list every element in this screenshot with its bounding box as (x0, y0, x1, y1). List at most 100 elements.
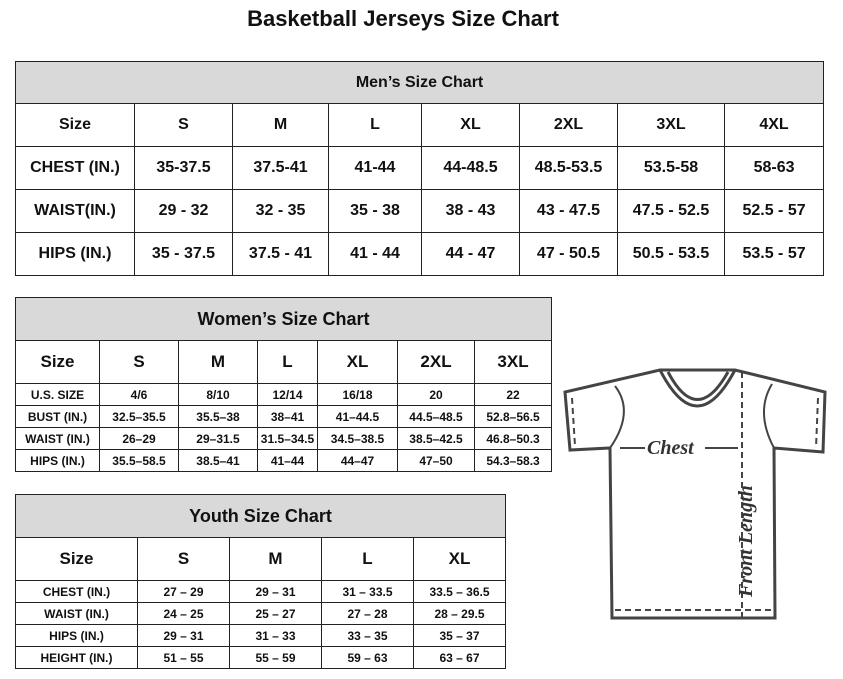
table-cell: 44–47 (317, 449, 398, 472)
table-row: Size S M L XL (15, 537, 507, 581)
row-label: Size (15, 537, 138, 581)
table-cell: 33 – 35 (321, 624, 414, 647)
table-cell: 26–29 (99, 427, 179, 450)
table-cell: 50.5 - 53.5 (617, 232, 725, 276)
table-cell: 24 – 25 (137, 602, 230, 625)
table-cell: 41-44 (328, 146, 422, 190)
table-cell: 44.5–48.5 (397, 405, 475, 428)
table-cell: 22 (473, 383, 553, 406)
table-title: Women’s Size Chart (14, 297, 553, 341)
table-cell: 29–31.5 (178, 427, 258, 450)
shirt-collar (658, 369, 737, 408)
table-row: HIPS (IN.) 29 – 31 31 – 33 33 – 35 35 – 37 (15, 624, 507, 647)
table-cell: 29 – 31 (137, 624, 230, 647)
table-cell: 47–50 (397, 449, 475, 472)
table-cell: 35-37.5 (134, 146, 233, 190)
table-cell: S (134, 103, 233, 147)
table-cell: 47 - 50.5 (519, 232, 618, 276)
table-title: Youth Size Chart (14, 494, 507, 538)
table-cell: 8/10 (178, 383, 258, 406)
row-label: CHEST (IN.) (15, 146, 135, 190)
table-row: WAIST (IN.) 26–29 29–31.5 31.5–34.5 34.5–38.… (15, 427, 553, 450)
table-cell: 35 – 37 (412, 624, 507, 647)
table-cell: M (229, 537, 322, 581)
table-cell: 32.5–35.5 (99, 405, 179, 428)
table-cell: S (99, 340, 179, 384)
youth-size-table: Youth Size Chart Size S M L XL CHEST (IN.) 27 … (14, 494, 507, 669)
table-cell: 63 – 67 (412, 646, 507, 669)
table-cell: 34.5–38.5 (317, 427, 398, 450)
table-cell: 44 - 47 (421, 232, 520, 276)
table-cell: 53.5 - 57 (723, 232, 825, 276)
table-cell: 41 - 44 (328, 232, 422, 276)
table-cell: 43 - 47.5 (519, 189, 618, 233)
table-cell: 48.5-53.5 (519, 146, 618, 190)
table-row: CHEST (IN.) 27 – 29 29 – 31 31 – 33.5 33.5 –… (15, 580, 507, 603)
table-cell: 27 – 28 (321, 602, 414, 625)
table-cell: 33.5 – 36.5 (412, 580, 507, 603)
table-cell: 35.5–58.5 (99, 449, 179, 472)
table-cell: 3XL (473, 340, 553, 384)
table-cell: 32 - 35 (232, 189, 329, 233)
row-label: WAIST (IN.) (15, 602, 138, 625)
chest-label: Chest (647, 437, 695, 459)
table-cell: 54.3–58.3 (473, 449, 553, 472)
table-cell: 31 – 33.5 (321, 580, 414, 603)
table-cell: 38.5–41 (178, 449, 258, 472)
table-cell: L (257, 340, 318, 384)
table-cell: 31 – 33 (229, 624, 322, 647)
page-title: Basketball Jerseys Size Chart (247, 6, 559, 31)
table-row: Size S M L XL 2XL 3XL (15, 340, 553, 384)
table-cell: 4/6 (99, 383, 179, 406)
table-cell: 41–44.5 (317, 405, 398, 428)
table-cell: 52.8–56.5 (473, 405, 553, 428)
table-cell: 37.5 - 41 (232, 232, 329, 276)
table-cell: 35.5–38 (178, 405, 258, 428)
table-cell: 52.5 - 57 (723, 189, 825, 233)
table-cell: 28 – 29.5 (412, 602, 507, 625)
table-cell: 35 - 37.5 (134, 232, 233, 276)
table-cell: XL (421, 103, 520, 147)
table-cell: 27 – 29 (137, 580, 230, 603)
row-label: HIPS (IN.) (15, 232, 135, 276)
mens-size-table: Men’s Size Chart Size S M L XL 2XL 3XL 4XL CHEST… (14, 61, 825, 276)
row-label: HIPS (IN.) (15, 449, 100, 472)
table-cell: 55 – 59 (229, 646, 322, 669)
table-row: BUST (IN.) 32.5–35.5 35.5–38 38–41 41–44.5 44… (15, 405, 553, 428)
table-cell: 41–44 (257, 449, 318, 472)
table-cell: 20 (397, 383, 475, 406)
table-cell: 58-63 (723, 146, 825, 190)
table-cell: 29 – 31 (229, 580, 322, 603)
table-row: WAIST(IN.) 29 - 32 32 - 35 35 - 38 38 - 43 43… (15, 189, 825, 233)
table-cell: 12/14 (257, 383, 318, 406)
table-cell: XL (412, 537, 507, 581)
table-cell: 59 – 63 (321, 646, 414, 669)
table-cell: M (232, 103, 329, 147)
row-label: BUST (IN.) (15, 405, 100, 428)
table-row: HIPS (IN.) 35.5–58.5 38.5–41 41–44 44–47 47–5… (15, 449, 553, 472)
row-label: Size (15, 340, 100, 384)
table-cell: 51 – 55 (137, 646, 230, 669)
table-row: WAIST (IN.) 24 – 25 25 – 27 27 – 28 28 – 29.… (15, 602, 507, 625)
table-cell: 2XL (519, 103, 618, 147)
table-row: HEIGHT (IN.) 51 – 55 55 – 59 59 – 63 63 – 67 (15, 646, 507, 669)
table-row: CHEST (IN.) 35-37.5 37.5-41 41-44 44-48.5 48.… (15, 146, 825, 190)
shirt-outline (563, 368, 827, 620)
table-cell: 31.5–34.5 (257, 427, 318, 450)
row-label: Size (15, 103, 135, 147)
row-label: HIPS (IN.) (15, 624, 138, 647)
table-cell: 16/18 (317, 383, 398, 406)
table-cell: 2XL (397, 340, 475, 384)
table-title: Men’s Size Chart (14, 61, 825, 104)
row-label: WAIST (IN.) (15, 427, 100, 450)
table-cell: XL (317, 340, 398, 384)
jersey-diagram: Chest Front Length (563, 368, 827, 620)
table-cell: 53.5-58 (617, 146, 725, 190)
front-length-label: Front Length (735, 485, 757, 598)
table-cell: 25 – 27 (229, 602, 322, 625)
table-cell: 46.8–50.3 (473, 427, 553, 450)
table-cell: 4XL (723, 103, 825, 147)
table-cell: 38–41 (257, 405, 318, 428)
table-row: Size S M L XL 2XL 3XL 4XL (15, 103, 825, 147)
table-cell: 37.5-41 (232, 146, 329, 190)
